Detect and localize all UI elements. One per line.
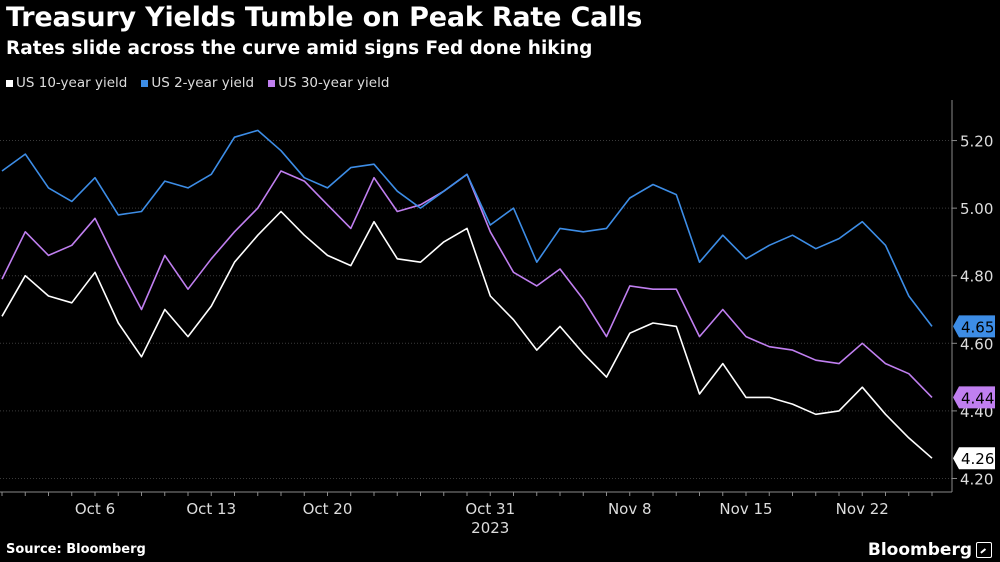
bloomberg-logo: Bloomberg <box>868 540 992 560</box>
chart-icon <box>976 542 992 558</box>
brand-label: Bloomberg <box>867 540 972 560</box>
y-tick-label: 4.60 <box>960 335 993 353</box>
series-line-us-2-year-yield <box>1 129 933 327</box>
x-tick-label: Oct 31 <box>465 500 515 518</box>
legend-label-2-year: US 2-year yield <box>151 75 255 91</box>
x-tick-label: Oct 6 <box>75 500 115 518</box>
last-value-label: 4.26 <box>961 450 994 468</box>
chart-title: Treasury Yields Tumble on Peak Rate Call… <box>6 2 643 33</box>
legend-swatch-2-year <box>141 79 149 87</box>
last-value-badge-shape <box>953 447 995 470</box>
x-tick-label: Nov 15 <box>719 500 772 518</box>
chart-legend: US 10-year yield US 2-year yield US 30-y… <box>6 75 389 91</box>
legend-label-30-year: US 30-year yield <box>278 75 390 91</box>
source-note: Source: Bloomberg <box>6 542 146 557</box>
legend-swatch-10-year <box>6 79 13 87</box>
x-tick-label: Oct 13 <box>186 500 236 518</box>
last-value-label: 4.65 <box>961 318 994 336</box>
x-tick-label: Oct 20 <box>303 500 353 518</box>
last-value-badge: 4.65 <box>953 315 995 338</box>
series-line-us-10-year-yield <box>1 210 933 459</box>
x-tick-label: Nov 8 <box>608 500 652 518</box>
y-tick-label: 5.20 <box>960 133 993 151</box>
legend-swatch-30-year <box>268 79 276 87</box>
y-tick-label: 4.80 <box>960 268 993 286</box>
last-value-badge-shape <box>953 315 995 338</box>
last-value-label: 4.44 <box>961 389 994 407</box>
legend-item-30-year: US 30-year yield <box>268 75 389 91</box>
legend-label-10-year: US 10-year yield <box>16 75 128 91</box>
legend-item-10-year: US 10-year yield <box>6 75 127 91</box>
last-value-badge: 4.26 <box>953 447 995 470</box>
last-value-badge: 4.44 <box>953 386 995 409</box>
last-value-badge-shape <box>953 386 995 409</box>
x-axis-year-label: 2023 <box>471 519 509 537</box>
legend-item-2-year: US 2-year yield <box>141 75 254 91</box>
y-tick-label: 4.20 <box>960 470 993 488</box>
x-tick-label: Nov 22 <box>836 500 889 518</box>
series-line-us-30-year-yield <box>1 170 933 398</box>
y-tick-label: 5.00 <box>960 200 993 218</box>
chart-subtitle: Rates slide across the curve amid signs … <box>6 38 593 59</box>
